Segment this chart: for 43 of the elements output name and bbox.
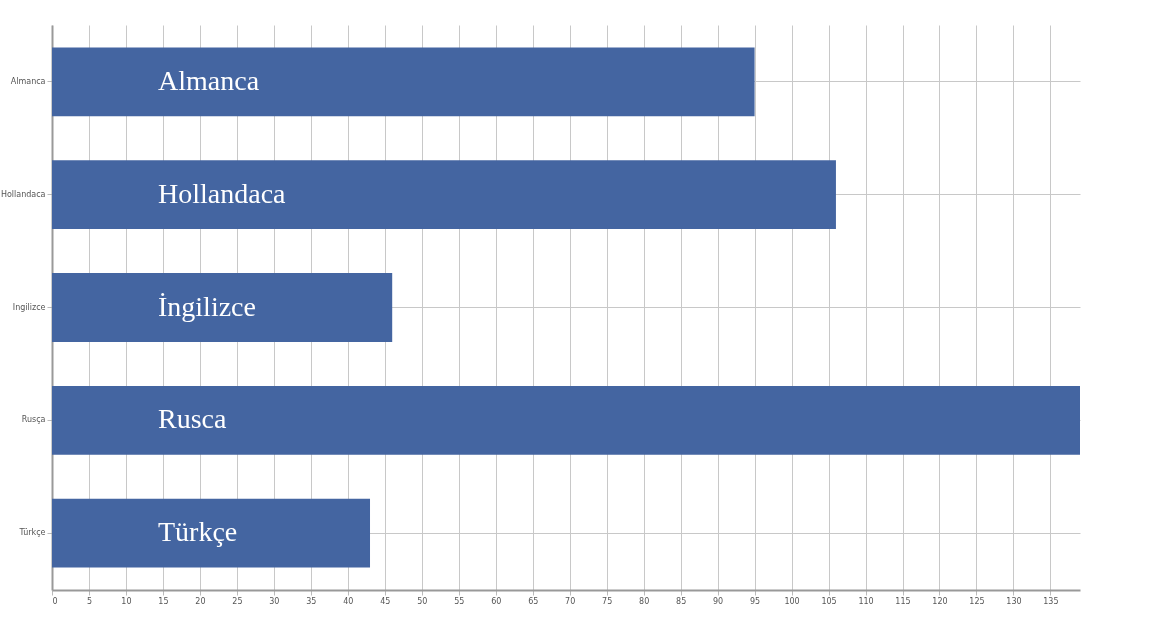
x-tick-label: 55	[454, 596, 465, 606]
y-tick-label: Hollandaca	[0, 189, 46, 199]
x-tick-label: 45	[380, 596, 391, 606]
y-tick-label: Ingilizce	[12, 302, 46, 312]
x-tick-label: 5	[86, 596, 93, 606]
bar	[52, 160, 836, 230]
x-tick-label: 115	[895, 596, 911, 606]
x-tick-label: 95	[750, 596, 761, 606]
annotation: Almanca	[158, 64, 260, 96]
x-tick-label: 80	[639, 596, 650, 606]
x-tick-label: 30	[269, 596, 280, 606]
bar	[52, 273, 393, 342]
x-tick-label: 10	[121, 596, 132, 606]
annotation: İngilizce	[158, 290, 256, 322]
y-tick-label: Türkçe	[18, 528, 46, 538]
annotation: Rusca	[158, 403, 227, 435]
x-tick-label: 70	[565, 596, 576, 606]
x-tick-label: 105	[821, 596, 837, 606]
x-tick-label: 90	[713, 596, 724, 606]
x-tick-label: 25	[232, 596, 243, 606]
x-tick-label: 60	[491, 596, 502, 606]
x-tick-label: 135	[1043, 596, 1059, 606]
x-tick-label: 40	[343, 596, 354, 606]
x-tick-label: 15	[158, 596, 169, 606]
bar	[52, 385, 1080, 455]
x-tick-label: 65	[528, 596, 539, 606]
x-tick-label: 75	[602, 596, 613, 606]
annotation: Türkçe	[158, 516, 238, 548]
x-tick-label: 110	[858, 596, 874, 606]
x-tick-label: 100	[784, 596, 800, 606]
x-tick-label: 50	[417, 596, 428, 606]
x-tick-label: 35	[306, 596, 317, 606]
x-tick-label: 85	[676, 596, 687, 606]
bar	[52, 498, 371, 568]
x-tick-label: 120	[932, 596, 948, 606]
x-tick-label: 0	[52, 596, 58, 606]
y-tick-label: Rusça	[21, 415, 46, 425]
bar	[52, 47, 755, 117]
annotation: Hollandaca	[158, 177, 287, 209]
x-tick-label: 20	[195, 596, 206, 606]
x-tick-label: 125	[969, 596, 985, 606]
x-tick-label: 130	[1006, 596, 1022, 606]
y-tick-label: Almanca	[10, 76, 46, 86]
